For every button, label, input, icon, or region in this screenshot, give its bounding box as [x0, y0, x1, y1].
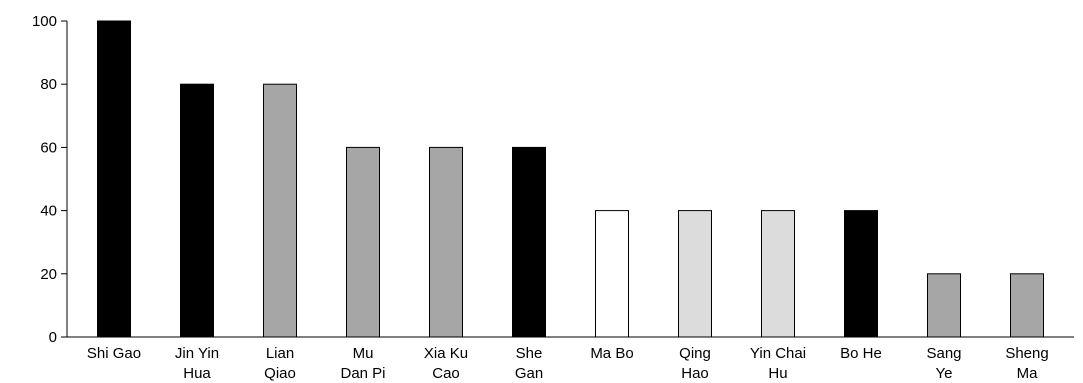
y-tick-label: 60: [40, 139, 57, 156]
bar: [512, 146, 546, 338]
y-axis-ticks: 0 20 40 60 80 100: [32, 13, 67, 346]
x-category-label: Mu Dan Pi: [340, 345, 385, 382]
y-tick-label: 20: [40, 266, 57, 283]
y-tick-label: 80: [40, 76, 57, 93]
bar: [97, 20, 131, 338]
bar: [678, 210, 712, 338]
x-category-label: Yin Chai Hu: [750, 345, 806, 382]
bar: [595, 210, 629, 338]
x-category-label: Ma Bo: [590, 345, 633, 362]
bar: [1010, 273, 1044, 338]
x-category-label: Bo He: [840, 345, 882, 362]
x-axis-labels: Shi Gao Jin Yin Hua Lian Qiao Mu Dan Pi Xia Ku C…: [87, 345, 1049, 382]
y-tick-label: 0: [49, 329, 57, 346]
y-tick-label: 100: [32, 13, 57, 30]
bar: [429, 146, 463, 338]
x-category-label: Sang Ye: [926, 345, 961, 382]
bar: [180, 83, 214, 338]
x-category-label: She Gan: [515, 345, 543, 382]
bar: [761, 210, 795, 338]
bar: [844, 210, 878, 338]
x-category-label: Qing Hao: [679, 345, 711, 382]
x-category-label: Lian Qiao: [264, 345, 296, 382]
x-category-label: Xia Ku Cao: [424, 345, 468, 382]
y-tick-label: 40: [40, 203, 57, 220]
bars: [97, 20, 1044, 338]
bar: [263, 83, 297, 338]
bar: [346, 146, 380, 338]
x-category-label: Sheng Ma: [1005, 345, 1048, 382]
x-category-label: Jin Yin Hua: [175, 345, 219, 382]
x-category-label: Shi Gao: [87, 345, 141, 362]
bar: [927, 273, 961, 338]
